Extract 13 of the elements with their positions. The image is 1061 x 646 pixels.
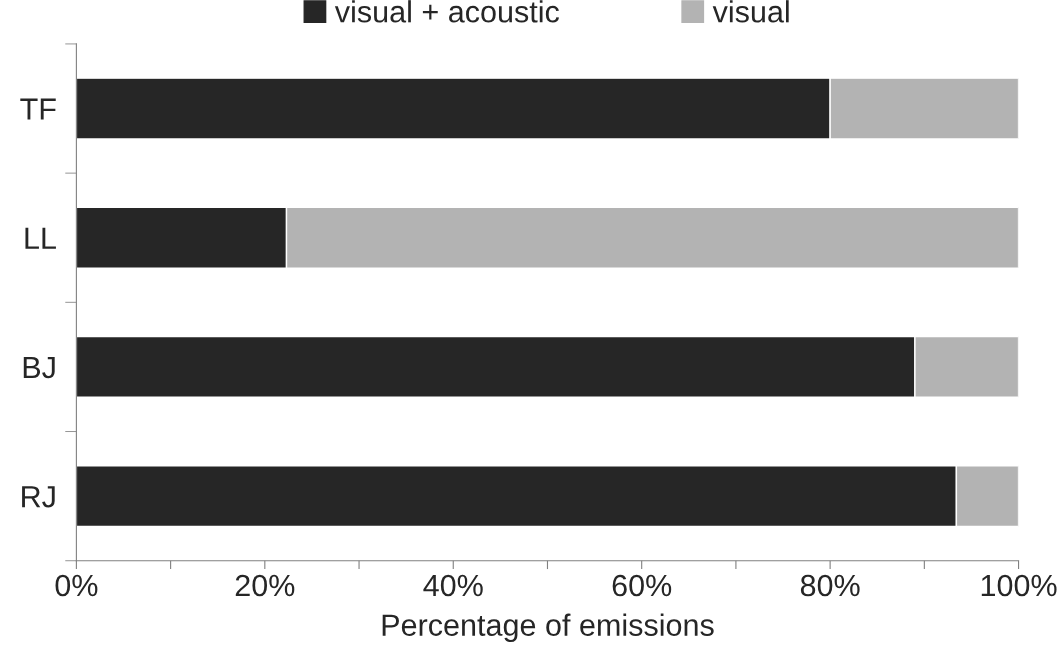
legend-label: visual + acoustic [334, 0, 560, 23]
y-tick-label: RJ [22, 486, 55, 508]
x-tick-label: 80% [800, 574, 860, 597]
y-tick-label: BJ [23, 356, 55, 379]
x-tick-label: 40% [423, 574, 483, 597]
x-tick-label: 20% [235, 574, 295, 597]
x-tick-label: 0% [55, 574, 98, 597]
x-axis-title: Percentage of emissions [382, 613, 714, 642]
legend-label: visual [712, 0, 789, 23]
x-tick-label: 60% [612, 574, 672, 597]
y-tick-label: TF [20, 98, 56, 120]
x-tick-label: 100% [981, 574, 1057, 597]
y-tick-label: LL [25, 227, 56, 249]
